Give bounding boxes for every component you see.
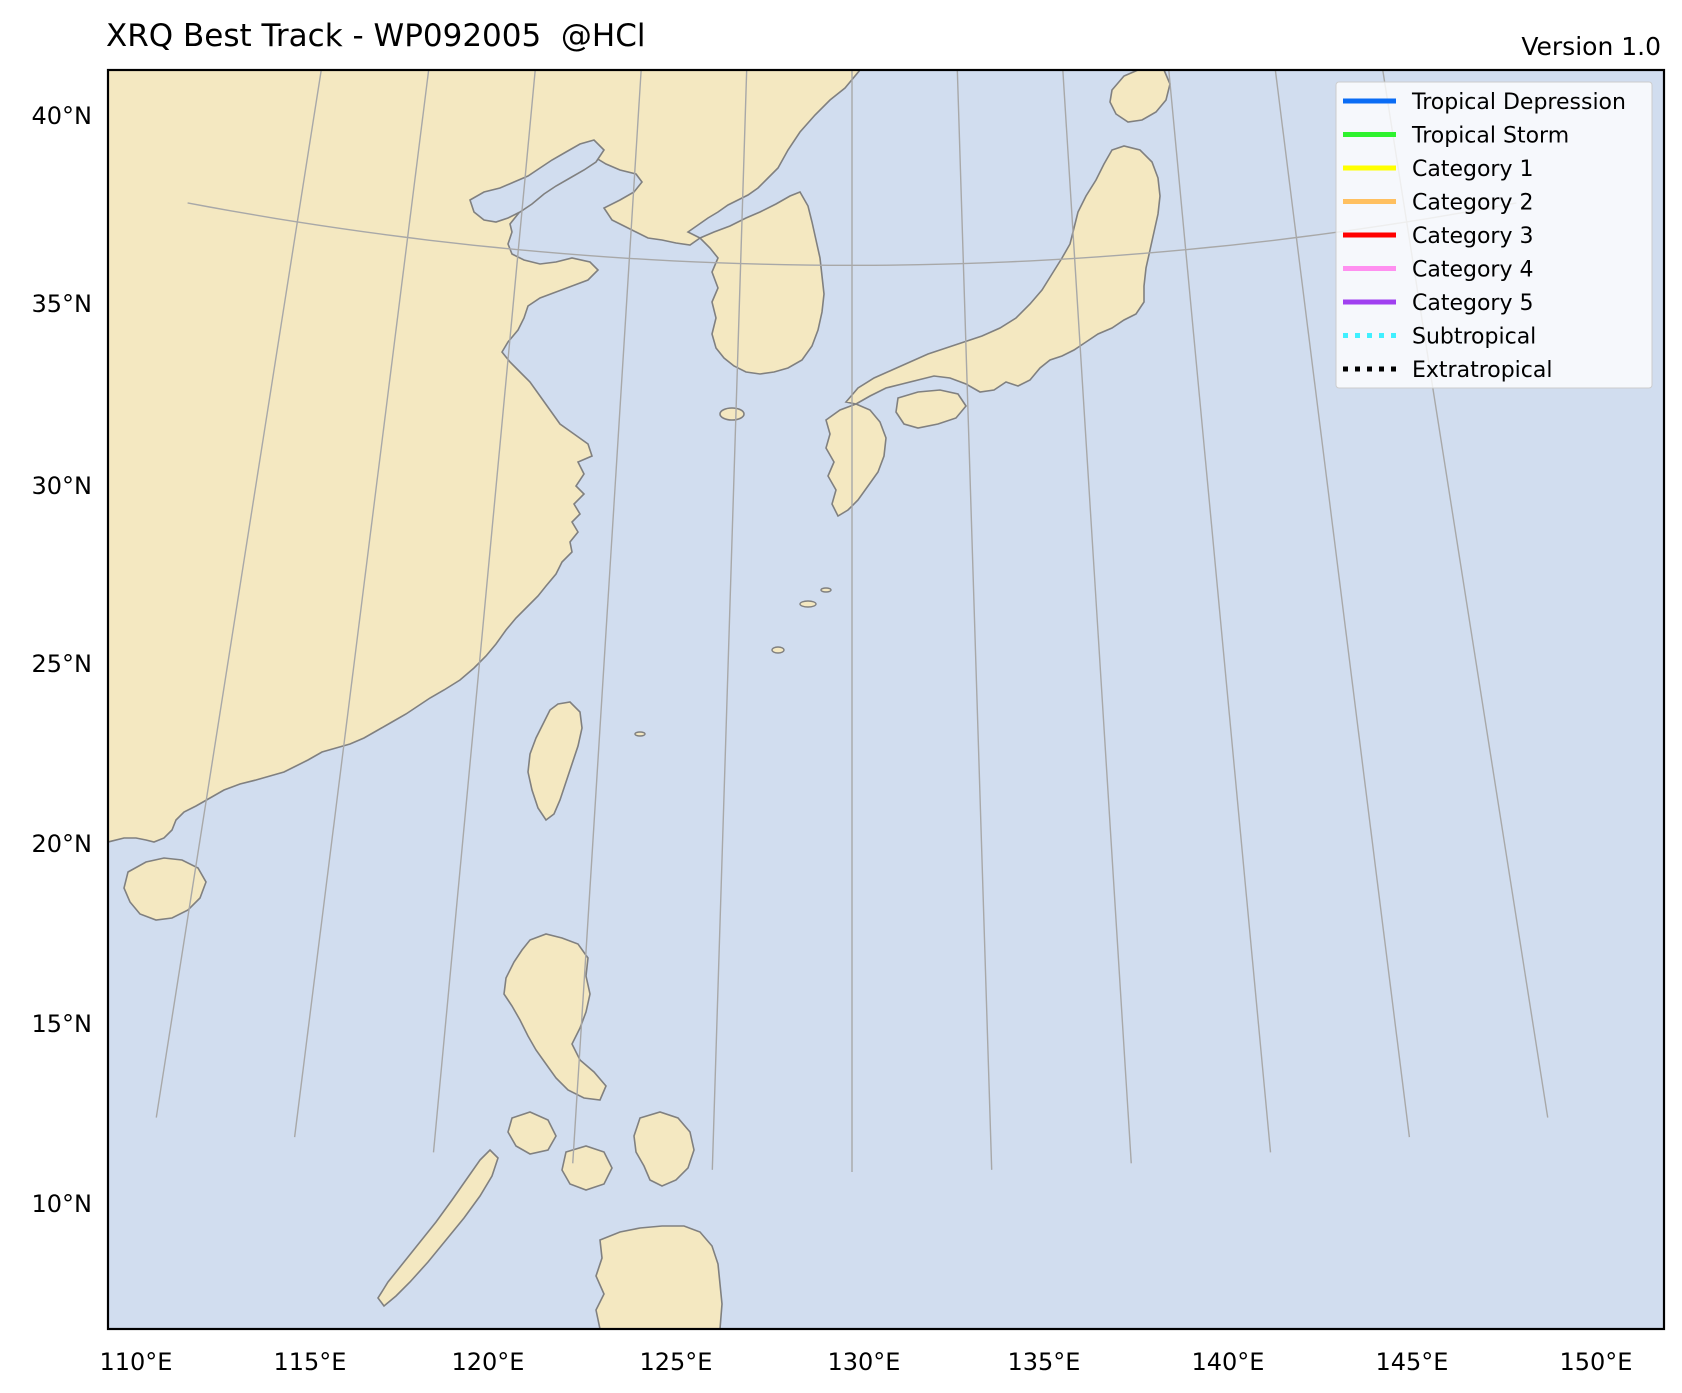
land-palawan: [377, 1148, 499, 1308]
legend-label: Category 4: [1412, 258, 1533, 283]
lat-tick-label: 30°N: [32, 472, 93, 500]
land-panay: [561, 1145, 613, 1191]
map-frame: [106, 68, 1666, 1331]
lon-tick-label: 145°E: [1376, 1348, 1449, 1376]
legend-label: Extratropical: [1412, 358, 1553, 383]
land-layer: [108, 70, 1171, 1329]
legend-label: Tropical Storm: [1411, 124, 1569, 149]
land-jeju: [719, 407, 745, 421]
lon-tick-label: 120°E: [452, 1348, 525, 1376]
lon-tick-label: 135°E: [1008, 1348, 1081, 1376]
legend-label: Subtropical: [1412, 325, 1536, 350]
legend-box: [1335, 81, 1653, 389]
land-kyushu: [825, 403, 887, 518]
land-bohai-north: [469, 139, 606, 223]
lat-tick-label: 40°N: [32, 102, 93, 130]
land-ryukyu-2: [820, 587, 832, 593]
lat-tick-label: 10°N: [32, 1190, 93, 1218]
lat-tick-label: 35°N: [32, 290, 93, 318]
graticule: [155, 70, 1549, 1172]
land-honshu: [844, 145, 1161, 405]
legend-label: Category 2: [1412, 191, 1533, 216]
land-ryukyu-3: [634, 731, 646, 737]
lat-tick-label: 25°N: [32, 650, 93, 678]
version-label: Version 1.0: [1521, 32, 1661, 61]
lon-tick-label: 115°E: [274, 1348, 347, 1376]
legend-label: Tropical Depression: [1411, 90, 1626, 115]
lat-tick-label: 15°N: [32, 1010, 93, 1038]
lon-tick-label: 125°E: [640, 1348, 713, 1376]
land-luzon: [503, 933, 607, 1101]
legend-label: Category 3: [1412, 224, 1533, 249]
longitude-labels: 110°E 115°E 120°E 125°E 130°E 135°E 140°E 145°E…: [100, 1348, 1633, 1376]
legend-label: Category 1: [1412, 157, 1533, 182]
land-hainan: [123, 857, 207, 921]
land-china: [108, 70, 862, 843]
land-shikoku: [895, 389, 967, 429]
legend: Tropical Depression Tropical Storm Categor…: [1335, 81, 1653, 389]
map-title: XRQ Best Track - WP092005 @HCl: [106, 18, 646, 54]
land-okinawa: [771, 646, 785, 654]
lon-tick-label: 130°E: [828, 1348, 901, 1376]
lon-tick-label: 140°E: [1192, 1348, 1265, 1376]
land-mindanao: [595, 1225, 723, 1329]
lon-tick-label: 150°E: [1560, 1348, 1633, 1376]
lon-tick-label: 110°E: [100, 1348, 173, 1376]
land-visayas: [507, 1111, 557, 1155]
land-korea: [698, 190, 825, 375]
land-ryukyu-1: [799, 600, 817, 608]
legend-label: Category 5: [1412, 291, 1533, 316]
land-samar-leyte: [633, 1111, 695, 1187]
land-taiwan: [527, 701, 583, 822]
lat-tick-label: 20°N: [32, 830, 93, 858]
latitude-labels: 10°N 15°N 20°N 25°N 30°N 35°N 40°N: [32, 102, 93, 1218]
